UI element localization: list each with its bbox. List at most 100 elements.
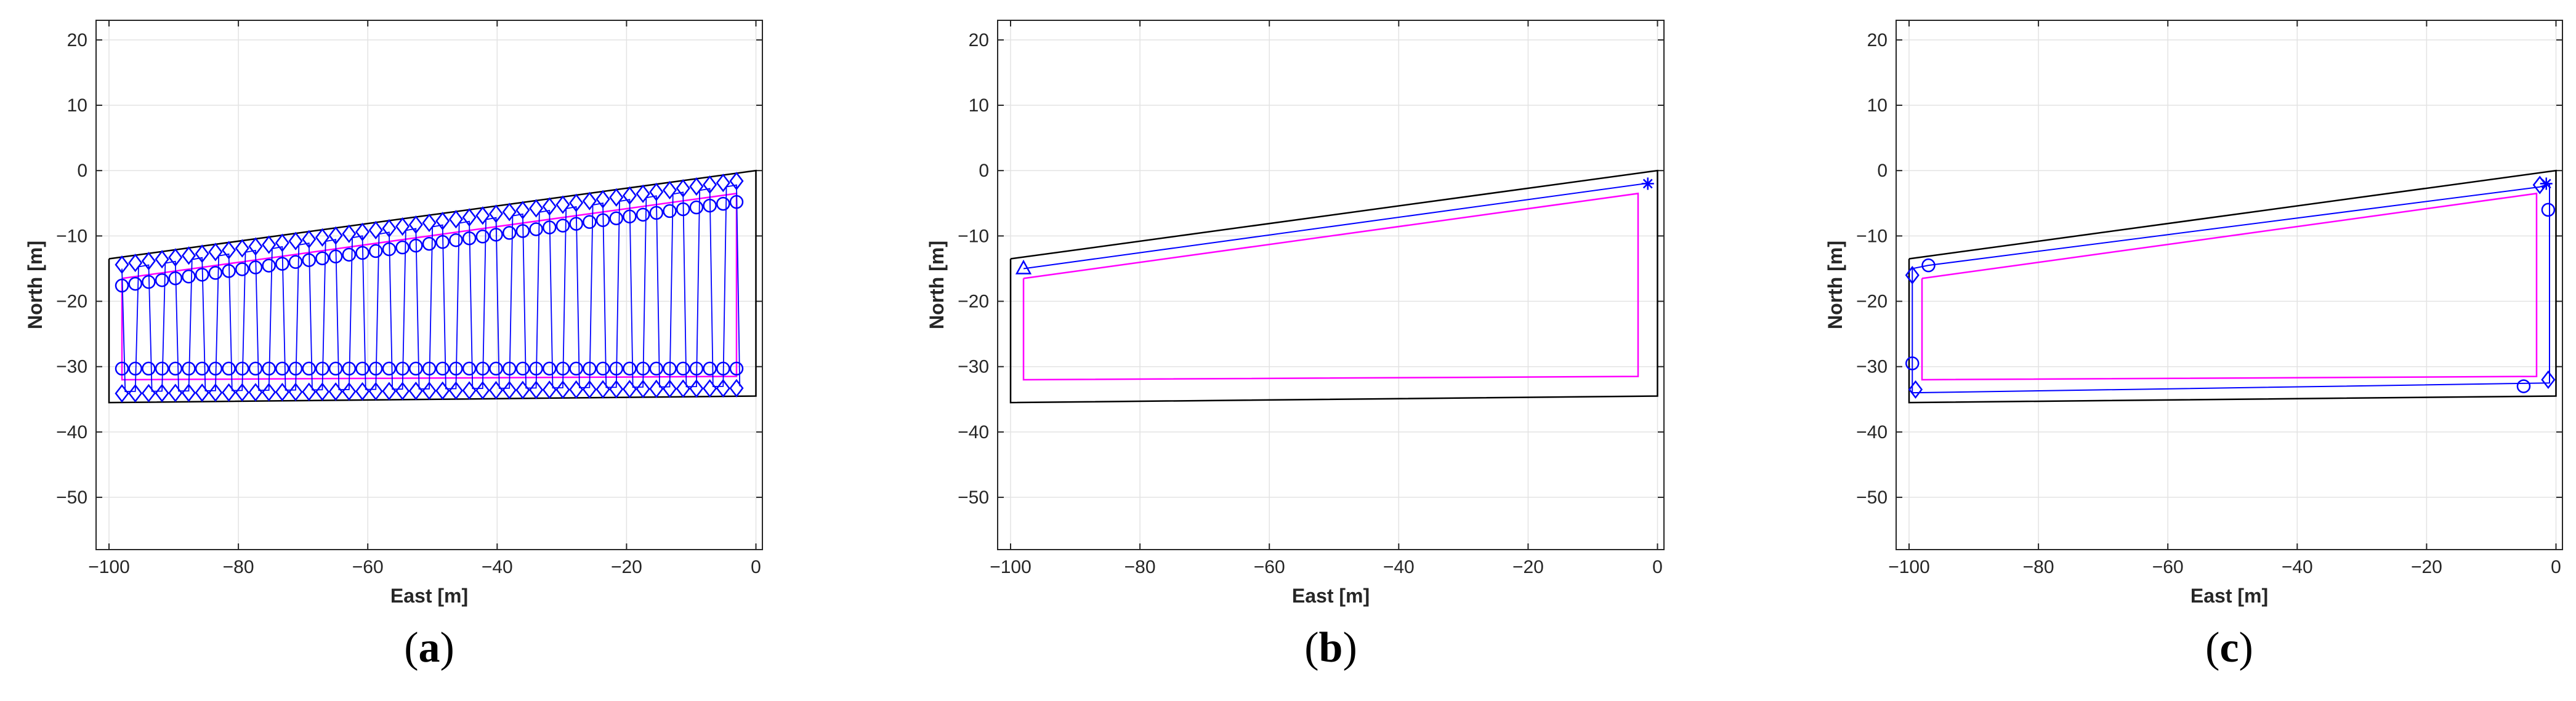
path-marker-diamond xyxy=(315,382,330,401)
path-marker-diamond xyxy=(275,233,289,252)
path-marker-circle xyxy=(382,361,397,376)
path-marker-circle xyxy=(543,361,557,376)
path-marker-diamond xyxy=(703,175,717,194)
panel-b: −100 −80 −60 −40 −20 0−50−40−30−20−1001020Eas… xyxy=(926,20,1665,671)
path-marker-diamond xyxy=(569,193,584,212)
path-marker-circle xyxy=(569,361,583,376)
y-tick-label: −10 xyxy=(56,226,87,246)
path-marker-circle xyxy=(2516,379,2531,393)
x-tick-label: −60 xyxy=(1254,557,1285,577)
path-marker-circle xyxy=(623,209,637,224)
path-marker-circle xyxy=(502,226,517,240)
path-marker-circle xyxy=(583,361,597,376)
path-marker-diamond xyxy=(475,381,490,400)
path-marker-circle xyxy=(248,361,263,376)
path-marker-circle xyxy=(155,273,169,287)
path-marker-diamond xyxy=(528,199,544,218)
path-marker-diamond xyxy=(555,195,570,214)
path-marker-circle xyxy=(342,247,357,262)
path-marker-circle xyxy=(288,255,303,269)
path-marker-circle xyxy=(182,270,196,284)
path-marker-triangle xyxy=(1015,259,1032,274)
path-marker-diamond xyxy=(488,381,504,400)
path-marker-diamond xyxy=(155,383,169,403)
path-marker-diamond xyxy=(689,177,704,196)
path-marker-diamond xyxy=(422,381,437,401)
path-marker-diamond xyxy=(382,382,397,401)
path-marker-diamond xyxy=(703,379,717,398)
path-marker-diamond xyxy=(115,255,129,274)
y-tick-label: −20 xyxy=(56,292,87,312)
path-marker-diamond xyxy=(662,180,677,200)
path-marker-circle xyxy=(729,361,744,376)
x-axis-label: East [m] xyxy=(1292,585,1370,607)
coverage-path xyxy=(1023,183,1645,270)
path-marker-diamond xyxy=(649,182,664,201)
path-marker-diamond xyxy=(355,382,370,401)
path-marker-circle xyxy=(663,361,677,376)
path-marker-diamond xyxy=(235,383,249,402)
path-marker-diamond xyxy=(582,191,597,210)
x-tick-label: −80 xyxy=(1124,557,1156,577)
path-marker-diamond xyxy=(435,381,450,400)
path-marker-circle xyxy=(489,361,503,376)
x-tick-label: −80 xyxy=(2023,557,2054,577)
path-marker-circle xyxy=(1905,356,1920,371)
x-tick-label: −20 xyxy=(2411,557,2442,577)
path-marker-diamond xyxy=(408,215,423,234)
path-marker-circle xyxy=(382,242,397,257)
path-marker-circle xyxy=(315,251,329,265)
x-tick-label: 0 xyxy=(751,557,761,577)
path-marker-diamond xyxy=(1905,266,1920,285)
path-marker-circle xyxy=(703,361,717,376)
path-marker-circle xyxy=(502,361,517,376)
path-marker-diamond xyxy=(582,380,597,399)
x-tick-label: −60 xyxy=(352,557,384,577)
x-tick-label: −40 xyxy=(2282,557,2313,577)
path-marker-diamond xyxy=(596,190,610,209)
path-marker-circle xyxy=(409,361,423,376)
path-marker-diamond xyxy=(528,380,544,399)
x-tick-label: −80 xyxy=(223,557,254,577)
path-marker-circle xyxy=(729,194,744,209)
path-marker-diamond xyxy=(115,384,129,403)
path-marker-circle xyxy=(475,230,490,244)
path-marker-circle xyxy=(222,361,236,376)
path-marker-circle xyxy=(529,361,543,376)
path-marker-diamond xyxy=(1908,380,1923,399)
path-marker-circle xyxy=(128,276,142,291)
path-marker-diamond xyxy=(395,217,410,236)
path-marker-diamond xyxy=(622,380,637,399)
path-marker-diamond xyxy=(315,228,330,247)
path-marker-diamond xyxy=(235,239,249,258)
field-boundary xyxy=(1908,169,2557,404)
path-marker-circle xyxy=(569,217,583,231)
path-marker-diamond xyxy=(422,214,437,233)
path-marker-diamond xyxy=(342,224,357,243)
path-marker-circle xyxy=(395,361,410,376)
x-tick-label: 0 xyxy=(2551,557,2561,577)
path-marker-circle xyxy=(623,361,637,376)
y-tick-label: −20 xyxy=(958,292,989,312)
path-marker-circle xyxy=(475,361,490,376)
panel-label: (a) xyxy=(404,624,454,671)
path-marker-diamond xyxy=(155,250,169,269)
panel-a: −100 −80 −60 −40 −20 0−50−40−30−20−1001020Eas… xyxy=(24,20,763,671)
path-marker-diamond xyxy=(569,380,584,399)
path-marker-circle xyxy=(555,218,570,233)
path-marker-diamond xyxy=(475,206,490,225)
path-marker-diamond xyxy=(555,380,570,399)
path-marker-circle xyxy=(422,361,437,376)
path-marker-circle xyxy=(409,238,423,253)
y-tick-label: −10 xyxy=(1856,226,1888,246)
path-marker-circle xyxy=(1921,258,1936,273)
y-tick-label: −20 xyxy=(1856,292,1888,312)
path-marker-diamond xyxy=(609,188,624,207)
path-marker-diamond xyxy=(382,218,397,238)
path-marker-diamond xyxy=(435,212,450,231)
path-marker-circle xyxy=(2541,202,2556,217)
inner-boundary xyxy=(1921,192,2538,381)
inner-boundary xyxy=(121,192,738,381)
path-marker-circle xyxy=(302,253,316,267)
y-tick-label: −10 xyxy=(958,226,989,246)
